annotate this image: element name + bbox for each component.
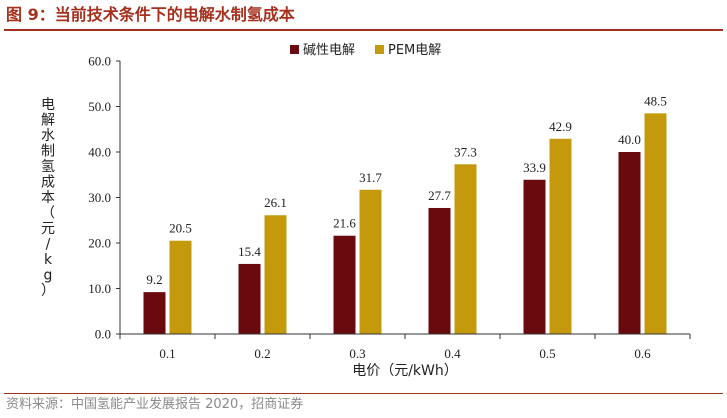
y-tick-label: 0.0 [95, 327, 111, 342]
y-axis-title-char: 电 [41, 97, 55, 113]
bar-series-1 [333, 235, 356, 334]
x-axis-title: 电价（元/kWh） [352, 363, 458, 379]
y-axis-title-char: ） [41, 283, 55, 299]
y-axis-title-char: 氢 [41, 159, 55, 175]
bar-value-label: 48.5 [644, 93, 667, 108]
y-tick-label: 20.0 [88, 236, 111, 251]
y-axis-title-char: 解 [41, 113, 55, 129]
bar-value-label: 9.2 [146, 272, 162, 287]
y-axis-title-char: g [44, 268, 53, 284]
x-tick-label: 0.2 [254, 346, 270, 361]
title-divider [4, 29, 723, 31]
bar-chart: 碱性电解 PEM电解 电解水制氢成本（元/kg） 0.0 10.0 20.0 30.0 4… [41, 43, 691, 379]
source-note: 资料来源：中国氢能产业发展报告 2020，招商证券 [6, 397, 304, 412]
bar-value-label: 15.4 [238, 244, 261, 259]
y-axis-title-char: （ [41, 206, 55, 222]
figure-title: 图 9：当前技术条件下的电解水制氢成本 [6, 5, 295, 24]
y-tick-label: 10.0 [88, 281, 111, 296]
bar-value-label: 42.9 [549, 119, 572, 134]
x-axis: 0.1 0.2 0.3 0.4 0.5 0.6 [119, 333, 691, 361]
bar-value-label: 31.7 [359, 170, 382, 185]
bar-value-label: 33.9 [523, 160, 546, 175]
bar-series-group: 9.2 15.4 21.6 27.7 33.9 40.0 20.5 26.1 31.7 37.3 4… [143, 93, 667, 334]
bar-series-1 [238, 263, 261, 334]
y-tick-label: 50.0 [88, 99, 111, 114]
y-tick-label: 40.0 [88, 145, 111, 160]
bar-value-label: 40.0 [618, 132, 641, 147]
y-axis: 0.0 10.0 20.0 30.0 40.0 50.0 60.0 [88, 54, 121, 342]
x-tick-label: 0.3 [349, 346, 365, 361]
legend-swatch [290, 45, 299, 54]
x-tick-label: 0.5 [539, 346, 555, 361]
legend-label: PEM电解 [388, 43, 441, 58]
bar-value-label: 26.1 [264, 195, 287, 210]
y-axis-title-char: 制 [41, 144, 55, 160]
bar-value-label: 21.6 [333, 216, 356, 231]
y-axis-title-char: k [44, 252, 53, 268]
y-axis-title-char: 元 [41, 221, 55, 237]
bar-value-label: 20.5 [169, 221, 192, 236]
bar-value-label: 37.3 [454, 144, 477, 159]
bar-series-2 [169, 240, 192, 334]
y-axis-title-char: / [46, 237, 51, 253]
legend-swatch [375, 45, 384, 54]
y-axis-title: 电解水制氢成本（元/kg） [41, 97, 55, 299]
bar-series-1 [143, 292, 166, 334]
legend-label: 碱性电解 [303, 43, 355, 58]
source-divider [4, 393, 723, 394]
bar-series-2 [264, 215, 287, 334]
bar-series-1 [428, 207, 451, 334]
bar-series-1 [618, 152, 641, 334]
x-tick-label: 0.4 [444, 346, 461, 361]
bar-series-1 [523, 179, 546, 334]
chart-legend: 碱性电解 PEM电解 [290, 43, 441, 58]
y-axis-title-char: 水 [41, 128, 55, 144]
bar-series-2 [644, 113, 667, 334]
y-tick-label: 30.0 [88, 190, 111, 205]
bar-series-2 [454, 164, 477, 334]
y-tick-label: 60.0 [88, 54, 111, 69]
x-tick-label: 0.1 [159, 346, 175, 361]
bar-series-2 [549, 138, 572, 334]
x-tick-label: 0.6 [634, 346, 651, 361]
bar-value-label: 27.7 [428, 188, 451, 203]
y-axis-title-char: 成 [41, 175, 55, 191]
y-axis-title-char: 本 [41, 190, 55, 206]
bar-series-2 [359, 189, 382, 334]
